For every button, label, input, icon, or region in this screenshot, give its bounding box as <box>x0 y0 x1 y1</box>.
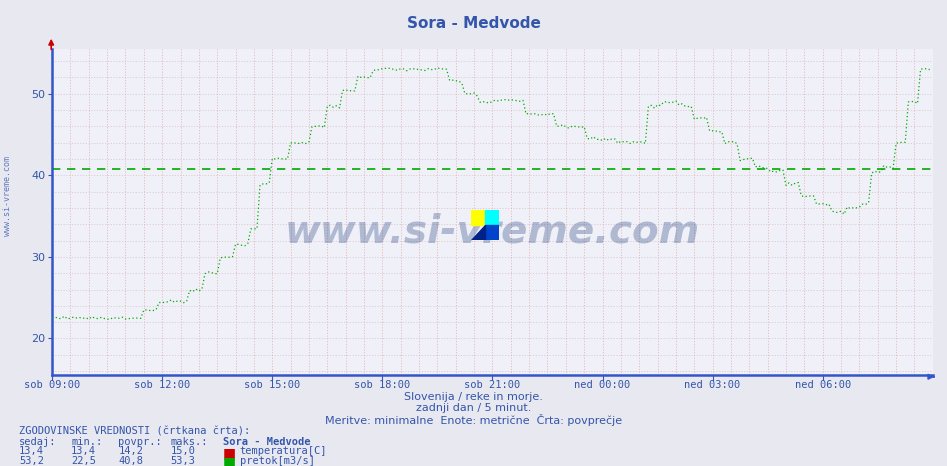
Text: 13,4: 13,4 <box>19 446 44 456</box>
Text: Slovenija / reke in morje.: Slovenija / reke in morje. <box>404 392 543 402</box>
Text: 14,2: 14,2 <box>118 446 143 456</box>
Text: 40,8: 40,8 <box>118 456 143 466</box>
Text: 13,4: 13,4 <box>71 446 96 456</box>
Text: pretok[m3/s]: pretok[m3/s] <box>240 456 314 466</box>
Text: Sora - Medvode: Sora - Medvode <box>406 16 541 31</box>
Text: ned 03:00: ned 03:00 <box>685 380 741 390</box>
Text: sob 18:00: sob 18:00 <box>354 380 410 390</box>
Text: 53,3: 53,3 <box>170 456 195 466</box>
Text: temperatura[C]: temperatura[C] <box>240 446 327 456</box>
Text: povpr.:: povpr.: <box>118 437 162 447</box>
Text: maks.:: maks.: <box>170 437 208 447</box>
Text: Sora - Medvode: Sora - Medvode <box>223 437 310 447</box>
Text: ned 06:00: ned 06:00 <box>795 380 850 390</box>
Text: zadnji dan / 5 minut.: zadnji dan / 5 minut. <box>416 403 531 413</box>
Text: sob 09:00: sob 09:00 <box>24 380 80 390</box>
Bar <box>471 210 485 225</box>
Text: Meritve: minimalne  Enote: metrične  Črta: povprečje: Meritve: minimalne Enote: metrične Črta:… <box>325 414 622 426</box>
Text: 15,0: 15,0 <box>170 446 195 456</box>
Text: 22,5: 22,5 <box>71 456 96 466</box>
Text: min.:: min.: <box>71 437 102 447</box>
Text: 53,2: 53,2 <box>19 456 44 466</box>
Text: ned 00:00: ned 00:00 <box>575 380 631 390</box>
Text: sedaj:: sedaj: <box>19 437 57 447</box>
Bar <box>485 225 499 240</box>
Text: sob 12:00: sob 12:00 <box>134 380 190 390</box>
Text: sob 15:00: sob 15:00 <box>244 380 300 390</box>
Polygon shape <box>471 225 485 240</box>
Text: www.si-vreme.com: www.si-vreme.com <box>285 212 700 251</box>
Text: ■: ■ <box>223 456 236 466</box>
Text: www.si-vreme.com: www.si-vreme.com <box>3 156 12 236</box>
Bar <box>485 210 499 225</box>
Text: ZGODOVINSKE VREDNOSTI (črtkana črta):: ZGODOVINSKE VREDNOSTI (črtkana črta): <box>19 426 250 436</box>
Text: ■: ■ <box>223 446 236 460</box>
Text: sob 21:00: sob 21:00 <box>464 380 521 390</box>
